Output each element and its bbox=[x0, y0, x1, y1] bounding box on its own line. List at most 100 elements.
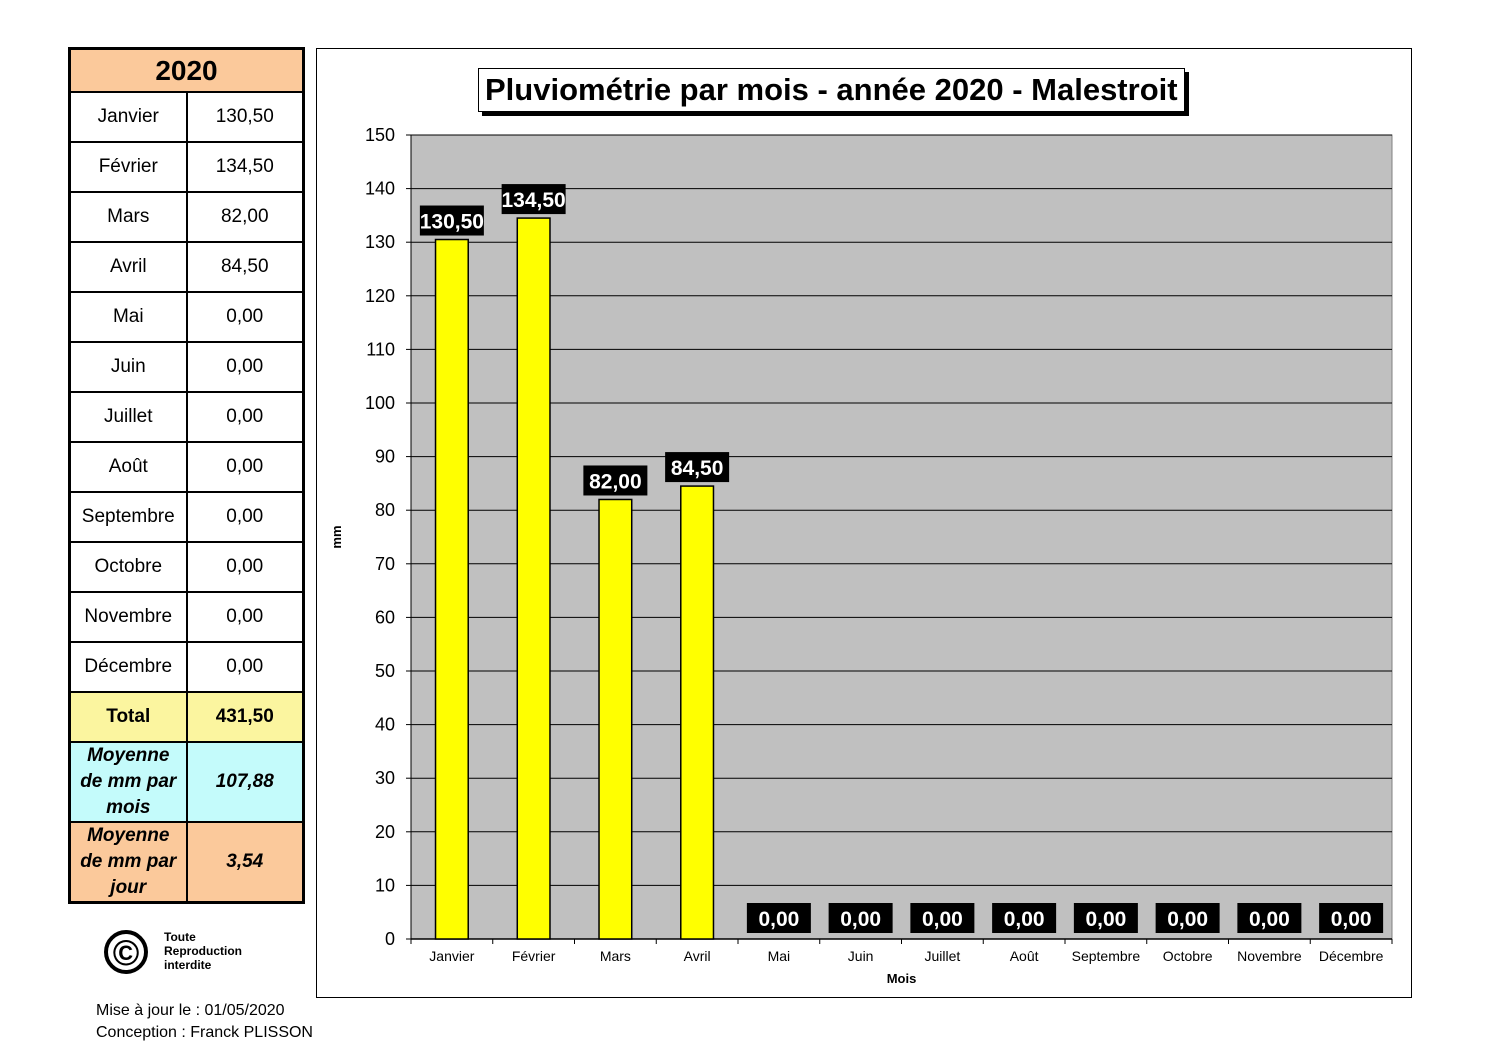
data-label-bg bbox=[1319, 903, 1384, 933]
y-tick-label: 140 bbox=[365, 179, 395, 199]
x-tick-label: Janvier bbox=[429, 948, 474, 964]
data-label: 0,00 bbox=[1167, 908, 1208, 931]
month-value: 134,50 bbox=[185, 141, 305, 193]
total-row: Total 431,50 bbox=[68, 691, 305, 743]
bar bbox=[434, 238, 469, 940]
data-label: 82,00 bbox=[589, 470, 642, 493]
y-tick-label: 120 bbox=[365, 286, 395, 306]
avg-month-row-label: Moyenne de mm par mois bbox=[68, 741, 188, 823]
table-row: Mars 82,00 bbox=[68, 191, 305, 243]
month-name: Août bbox=[68, 441, 188, 493]
y-tick-label: 0 bbox=[385, 929, 395, 949]
table-row: Avril 84,50 bbox=[68, 241, 305, 293]
table-row: Mai 0,00 bbox=[68, 291, 305, 343]
y-tick-label: 20 bbox=[375, 822, 395, 842]
update-date: Mise à jour le : 01/05/2020 bbox=[96, 1002, 285, 1019]
data-label: 84,50 bbox=[671, 457, 724, 480]
avg-month-row: Moyenne de mm par mois 107,88 bbox=[68, 741, 305, 823]
month-name: Avril bbox=[68, 241, 188, 293]
x-tick-label: Juillet bbox=[924, 948, 960, 964]
month-value: 0,00 bbox=[185, 391, 305, 443]
data-label-bg bbox=[1073, 903, 1138, 933]
x-tick-label: Février bbox=[512, 948, 556, 964]
y-tick-label: 110 bbox=[366, 339, 395, 359]
month-name: Janvier bbox=[68, 91, 188, 143]
table-year: 2020 bbox=[68, 47, 305, 93]
bar bbox=[516, 217, 551, 940]
y-tick-label: 150 bbox=[365, 125, 395, 145]
data-label: 0,00 bbox=[1331, 908, 1372, 931]
month-name: Mars bbox=[68, 191, 188, 243]
x-tick-label: Avril bbox=[684, 948, 711, 964]
month-value: 0,00 bbox=[185, 291, 305, 343]
month-name: Décembre bbox=[68, 641, 188, 693]
month-name: Juin bbox=[68, 341, 188, 393]
avg-day-row-label-line: Moyenne bbox=[87, 825, 170, 846]
month-name: Octobre bbox=[68, 541, 188, 593]
avg-day-row-value: 3,54 bbox=[185, 821, 305, 904]
y-tick-label: 130 bbox=[365, 232, 395, 252]
copyright-icon: © bbox=[104, 930, 148, 974]
avg-month-row-label-line: Moyenne bbox=[87, 745, 170, 766]
total-row-value: 431,50 bbox=[185, 691, 305, 743]
table-row: Août 0,00 bbox=[68, 441, 305, 493]
month-name: Juillet bbox=[68, 391, 188, 443]
avg-month-row-label-line: mois bbox=[106, 797, 151, 818]
rainfall-table: 2020 Janvier 130,50 Février 134,50 Mars 82,00… bbox=[68, 47, 305, 904]
month-value: 0,00 bbox=[185, 591, 305, 643]
month-value: 130,50 bbox=[185, 91, 305, 143]
x-tick-label: Mars bbox=[600, 948, 631, 964]
data-label: 134,50 bbox=[502, 189, 566, 212]
y-tick-label: 60 bbox=[375, 607, 395, 627]
data-label-bg bbox=[828, 903, 893, 933]
month-value: 0,00 bbox=[185, 341, 305, 393]
y-axis-title: mm bbox=[329, 525, 344, 548]
data-label: 0,00 bbox=[1249, 908, 1290, 931]
table-row: Septembre 0,00 bbox=[68, 491, 305, 543]
month-name: Novembre bbox=[68, 591, 188, 643]
x-tick-label: Septembre bbox=[1072, 948, 1141, 964]
footer: Mise à jour le : 01/05/2020 Conception :… bbox=[96, 1000, 313, 1044]
month-name: Mai bbox=[68, 291, 188, 343]
data-label-bg bbox=[419, 205, 484, 236]
avg-day-row: Moyenne de mm par jour 3,54 bbox=[68, 821, 305, 904]
table-row: Novembre 0,00 bbox=[68, 591, 305, 643]
table-row: Décembre 0,00 bbox=[68, 641, 305, 693]
y-tick-label: 100 bbox=[365, 393, 395, 413]
data-label: 0,00 bbox=[922, 908, 963, 931]
data-label-bg bbox=[992, 903, 1057, 933]
x-tick-label: Juin bbox=[848, 948, 874, 964]
y-tick-label: 50 bbox=[375, 661, 395, 681]
data-label: 0,00 bbox=[758, 908, 799, 931]
month-name: Septembre bbox=[68, 491, 188, 543]
table-row: Juin 0,00 bbox=[68, 341, 305, 393]
data-label: 0,00 bbox=[1085, 908, 1126, 931]
data-label: 130,50 bbox=[420, 211, 484, 234]
copyright-line: interdite bbox=[164, 958, 212, 972]
author-credit: Conception : Franck PLISSON bbox=[96, 1024, 313, 1041]
x-axis-title: Mois bbox=[887, 971, 917, 986]
data-label-bg bbox=[665, 452, 730, 483]
plot-area bbox=[410, 134, 1393, 940]
copyright-text: Toute Reproduction interdite bbox=[164, 930, 242, 972]
copyright-line: Reproduction bbox=[164, 944, 242, 958]
bar bbox=[680, 485, 715, 940]
x-tick-label: Octobre bbox=[1163, 948, 1213, 964]
table-row: Octobre 0,00 bbox=[68, 541, 305, 593]
avg-month-row-value: 107,88 bbox=[185, 741, 305, 823]
y-tick-label: 90 bbox=[375, 447, 395, 467]
avg-day-row-label-line: de mm par bbox=[80, 851, 177, 872]
data-label-bg bbox=[910, 903, 975, 933]
month-value: 0,00 bbox=[185, 541, 305, 593]
x-tick-label: Août bbox=[1010, 948, 1039, 964]
data-label: 0,00 bbox=[840, 908, 881, 931]
month-value: 0,00 bbox=[185, 441, 305, 493]
total-row-label: Total bbox=[68, 691, 188, 743]
x-tick-label: Décembre bbox=[1319, 948, 1384, 964]
y-tick-label: 40 bbox=[375, 715, 395, 735]
avg-month-row-label-line: de mm par bbox=[80, 771, 177, 792]
copyright-notice: © Toute Reproduction interdite bbox=[104, 926, 304, 986]
month-value: 0,00 bbox=[185, 641, 305, 693]
y-tick-label: 10 bbox=[375, 875, 395, 895]
